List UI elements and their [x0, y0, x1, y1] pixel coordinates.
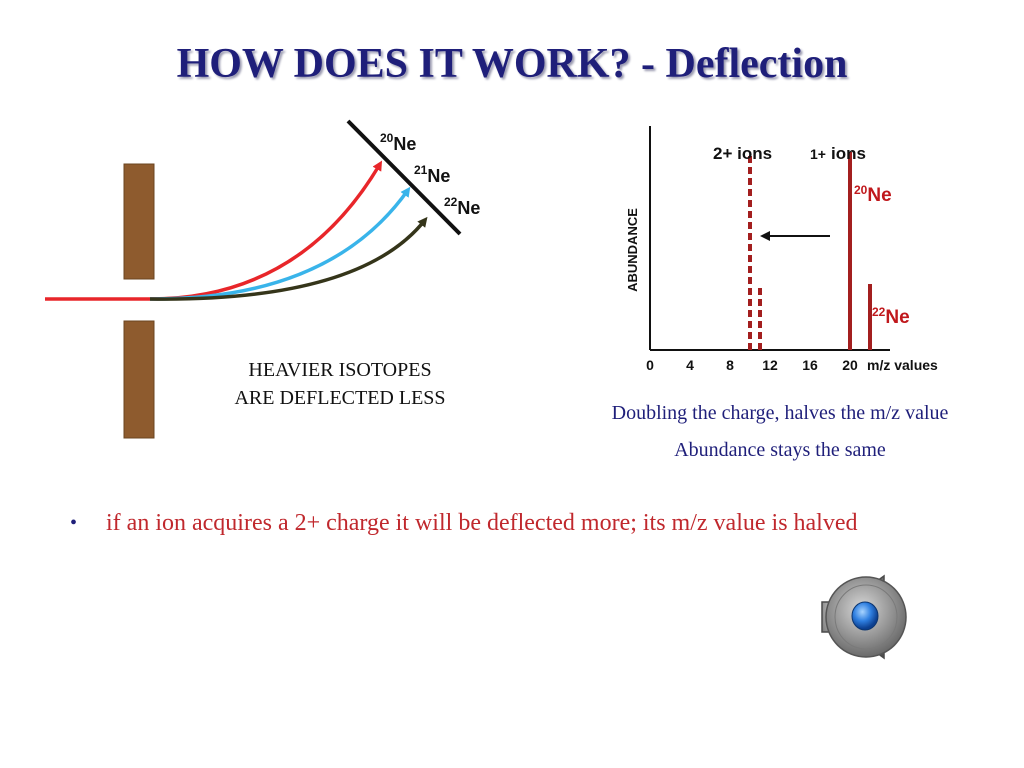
bullet-marker: •	[70, 512, 78, 534]
x-tick-label-20: 20	[842, 357, 858, 373]
x-tick-labels: 0 4 8 12 16 20	[646, 357, 858, 373]
bullet-text: if an ion acquires a 2+ charge it will b…	[106, 510, 858, 536]
deflection-caption-line2: ARE DEFLECTED LESS	[234, 387, 446, 409]
isotope-label-ne20: 20Ne	[380, 131, 416, 154]
x-tick-label-0: 0	[646, 357, 654, 373]
lower-plate	[123, 320, 155, 439]
isotope-label-ne21: 21Ne	[414, 163, 450, 186]
x-tick-label-12: 12	[762, 357, 778, 373]
peaks	[748, 152, 872, 350]
beam-ne22	[149, 216, 428, 301]
y-axis-label: ABUNDANCE	[625, 208, 640, 292]
shift-arrow-head	[760, 231, 770, 241]
x-axis-label: m/z values	[867, 357, 938, 373]
x-tick-label-16: 16	[802, 357, 818, 373]
isotope-label-ne22: 22Ne	[444, 195, 480, 218]
label-1plus-ions: 1+ ions	[810, 144, 866, 163]
deflection-diagram: 20Ne 21Ne 22Ne	[45, 119, 480, 439]
detector-line	[346, 119, 462, 236]
peak-label-ne22: 22Ne	[872, 305, 910, 328]
mass-spectrum-chart: ABUNDANCE 0 4 8 12 16 20 m/z values 2+ ions 1…	[625, 126, 938, 373]
x-tick-label-4: 4	[686, 357, 694, 373]
deflection-caption-line1: HEAVIER ISOTOPES	[248, 359, 432, 381]
speaker-icon[interactable]	[818, 572, 918, 662]
chart-caption-line2: Abundance stays the same	[674, 439, 886, 461]
beam-ne21	[149, 186, 411, 301]
upper-plate	[123, 163, 155, 280]
slide-title: HOW DOES IT WORK? - Deflection	[176, 41, 848, 87]
bullet-item: • if an ion acquires a 2+ charge it will…	[70, 505, 970, 541]
label-2plus-ions: 2+ ions	[713, 144, 772, 163]
peak-label-ne20: 20Ne	[854, 183, 892, 206]
deflection-caption: HEAVIER ISOTOPES ARE DEFLECTED LESS	[200, 356, 480, 412]
chart-caption-line1: Doubling the charge, halves the m/z valu…	[611, 402, 949, 424]
x-tick-label-8: 8	[726, 357, 734, 373]
